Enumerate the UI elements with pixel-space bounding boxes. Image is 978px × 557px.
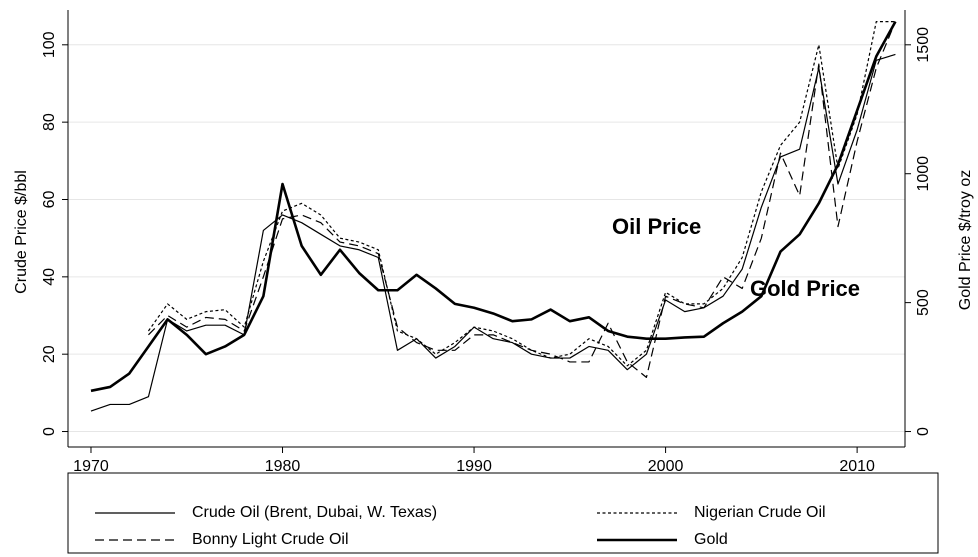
series-line xyxy=(90,20,897,393)
y-tick-label: 80 xyxy=(41,113,58,131)
y-axis-title: Crude Price $/bbl xyxy=(13,170,30,294)
legend-label: Crude Oil (Brent, Dubai, W. Texas) xyxy=(192,504,437,521)
y2-tick-label: 500 xyxy=(915,289,932,316)
x-tick-label: 2000 xyxy=(648,458,684,475)
series-line xyxy=(147,21,896,367)
x-tick-label: 1970 xyxy=(73,458,109,475)
y2-tick-label: 1500 xyxy=(915,27,932,63)
legend-box xyxy=(67,472,939,554)
y-tick-label: 100 xyxy=(41,31,58,58)
y2-tick-label: 1000 xyxy=(915,156,932,192)
y-tick-label: 60 xyxy=(41,190,58,208)
y2-axis-title: Gold Price $/troy oz xyxy=(957,170,974,311)
legend-label: Bonny Light Crude Oil xyxy=(192,531,349,548)
x-tick-label: 1980 xyxy=(265,458,301,475)
annotation: Oil Price xyxy=(612,214,701,239)
annotation: Gold Price xyxy=(750,276,860,301)
series-line xyxy=(148,21,896,378)
x-tick-label: 2010 xyxy=(839,458,875,475)
y-tick-label: 20 xyxy=(41,345,58,363)
series-line xyxy=(90,53,896,412)
y-tick-label: 0 xyxy=(41,427,58,436)
legend-label: Gold xyxy=(694,531,728,548)
legend-label: Nigerian Crude Oil xyxy=(694,504,826,521)
x-tick-label: 1990 xyxy=(456,458,492,475)
y2-tick-label: 0 xyxy=(915,427,932,436)
y-tick-label: 40 xyxy=(41,268,58,286)
